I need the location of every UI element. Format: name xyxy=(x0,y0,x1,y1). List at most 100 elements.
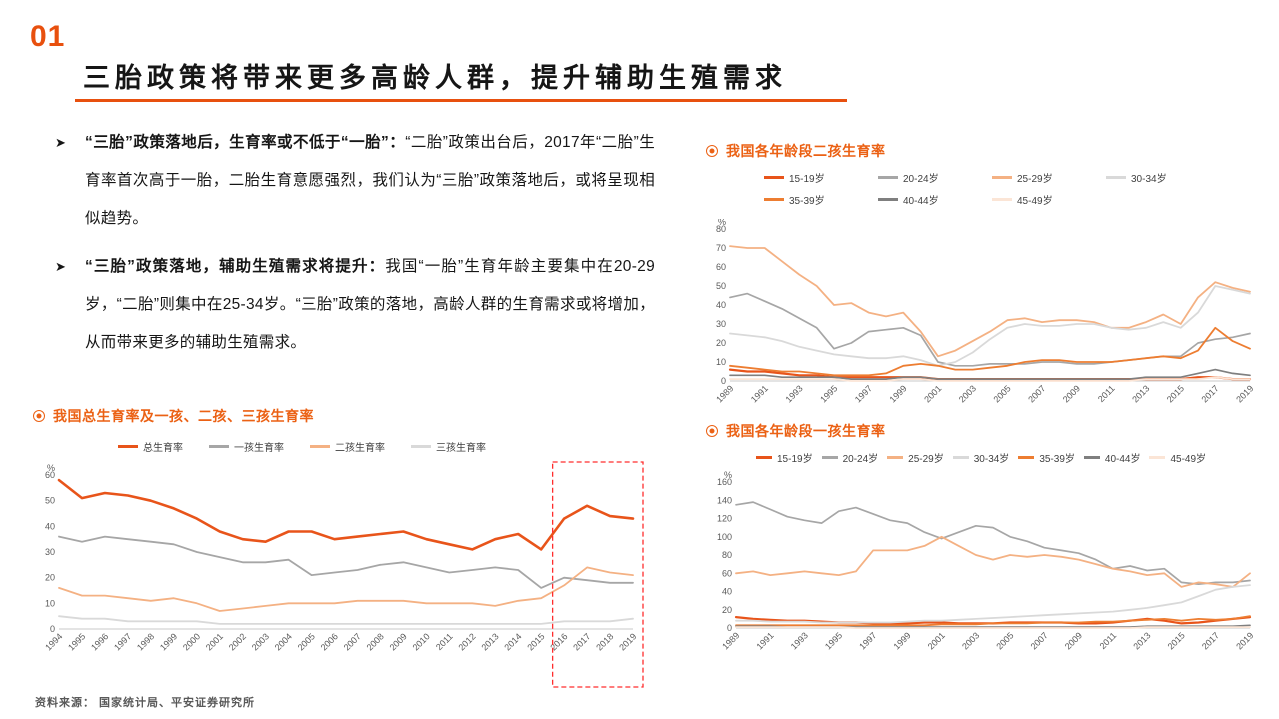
svg-text:1995: 1995 xyxy=(818,383,839,404)
svg-text:2007: 2007 xyxy=(1029,630,1050,651)
svg-text:50: 50 xyxy=(45,496,55,506)
svg-text:60: 60 xyxy=(45,470,55,480)
svg-text:0: 0 xyxy=(721,376,726,386)
legend-swatch xyxy=(411,445,431,448)
svg-text:100: 100 xyxy=(717,532,732,542)
legend-label: 一孩生育率 xyxy=(234,443,284,454)
legend-label: 30-34岁 xyxy=(1131,174,1167,185)
svg-text:2009: 2009 xyxy=(1063,630,1084,651)
svg-text:140: 140 xyxy=(717,495,732,505)
bullseye-icon xyxy=(706,145,718,157)
legend-label: 35-39岁 xyxy=(789,196,825,207)
legend-label: 35-39岁 xyxy=(1039,454,1075,465)
legend-swatch xyxy=(1149,456,1166,459)
chart-total-fertility: 我国总生育率及一孩、二孩、三孩生育率 总生育率 一孩生育率 二孩生育率 三孩生育率 0… xyxy=(33,407,647,696)
svg-text:2004: 2004 xyxy=(273,631,294,652)
svg-text:2003: 2003 xyxy=(957,383,978,404)
bullseye-icon xyxy=(33,410,45,422)
svg-text:2001: 2001 xyxy=(926,630,947,651)
line-chart: 0 10 20 30 40 50 60% 1994 1995 1996 1997 1998 1999 20… xyxy=(33,459,647,696)
svg-text:1993: 1993 xyxy=(784,383,805,404)
legend-swatch xyxy=(118,445,138,448)
svg-text:10: 10 xyxy=(716,357,726,367)
svg-text:40: 40 xyxy=(45,521,55,531)
svg-text:2009: 2009 xyxy=(388,631,409,652)
svg-text:20: 20 xyxy=(722,605,732,615)
legend-label: 45-49岁 xyxy=(1017,196,1053,207)
legend-swatch xyxy=(1106,176,1126,179)
legend-label: 30-34岁 xyxy=(973,454,1010,465)
svg-text:2007: 2007 xyxy=(1026,383,1047,404)
legend-swatch xyxy=(1018,456,1035,459)
title-underline xyxy=(75,99,847,102)
bullet-lead: “三胎”政策落地后，生育率或不低于“一胎”： xyxy=(85,134,406,151)
svg-text:60: 60 xyxy=(716,262,726,272)
bullet-lead: “三胎”政策落地，辅助生殖需求将提升： xyxy=(85,258,386,275)
svg-text:30: 30 xyxy=(45,547,55,557)
legend-swatch xyxy=(764,176,784,179)
legend-item: 45-49岁 xyxy=(1149,450,1206,465)
legend-item: 35-39岁 xyxy=(764,192,878,207)
chart-title: 我国各年龄段二孩生育率 xyxy=(706,142,1262,160)
legend-label: 20-24岁 xyxy=(903,174,939,185)
svg-text:30: 30 xyxy=(716,319,726,329)
svg-text:2017: 2017 xyxy=(1200,383,1221,404)
chart-first-child-by-age: 我国各年龄段一孩生育率 15-19岁 20-24岁 25-29岁 30-34岁 35-3… xyxy=(706,422,1262,681)
arrow-bullet-icon: ➤ xyxy=(55,135,66,150)
svg-text:2013: 2013 xyxy=(479,631,500,652)
svg-text:20: 20 xyxy=(716,338,726,348)
arrow-bullet-icon: ➤ xyxy=(55,259,66,274)
svg-text:160: 160 xyxy=(717,477,732,487)
svg-text:10: 10 xyxy=(45,598,55,608)
svg-text:1997: 1997 xyxy=(853,383,874,404)
chart-legend: 15-19岁 20-24岁 25-29岁 30-34岁 35-39岁 40-44岁 45-4… xyxy=(756,450,1262,465)
svg-text:2019: 2019 xyxy=(1234,630,1255,651)
svg-text:2015: 2015 xyxy=(1166,630,1187,651)
legend-label: 总生育率 xyxy=(143,443,183,454)
bullet-text: “三胎”政策落地后，生育率或不低于“一胎”：“二胎”政策出台后，2017年“二胎… xyxy=(85,124,655,238)
svg-text:1993: 1993 xyxy=(789,630,810,651)
svg-text:2015: 2015 xyxy=(1165,383,1186,404)
svg-text:2011: 2011 xyxy=(1098,630,1119,651)
legend-swatch xyxy=(952,456,969,459)
svg-text:1997: 1997 xyxy=(112,631,133,652)
chart-title: 我国总生育率及一孩、二孩、三孩生育率 xyxy=(33,407,647,425)
legend-swatch xyxy=(992,198,1012,201)
svg-text:2011: 2011 xyxy=(1096,383,1117,404)
svg-text:0: 0 xyxy=(727,623,732,633)
svg-text:60: 60 xyxy=(722,568,732,578)
chart-legend: 15-19岁 20-24岁 25-29岁 30-34岁 35-39岁 40-44岁 45-4… xyxy=(764,170,1242,214)
chart-second-child-by-age: 我国各年龄段二孩生育率 15-19岁 20-24岁 25-29岁 30-34岁 35-3… xyxy=(706,142,1262,424)
svg-text:1997: 1997 xyxy=(857,630,878,651)
legend-swatch xyxy=(887,456,904,459)
svg-text:2013: 2013 xyxy=(1131,630,1152,651)
legend-swatch xyxy=(821,456,838,459)
svg-text:2011: 2011 xyxy=(434,631,455,652)
svg-text:2003: 2003 xyxy=(960,630,981,651)
svg-text:1995: 1995 xyxy=(823,630,844,651)
page-title: 三胎政策将带来更多高龄人群，提升辅助生殖需求 xyxy=(83,63,787,93)
svg-text:2005: 2005 xyxy=(994,630,1015,651)
svg-text:2018: 2018 xyxy=(594,631,615,652)
legend-item: 15-19岁 xyxy=(764,170,878,185)
svg-text:%: % xyxy=(724,470,732,480)
svg-text:2015: 2015 xyxy=(525,631,546,652)
legend-item: 三孩生育率 xyxy=(411,439,486,454)
svg-text:0: 0 xyxy=(50,624,55,634)
legend-item: 20-24岁 xyxy=(821,450,878,465)
svg-text:%: % xyxy=(47,463,55,473)
legend-swatch xyxy=(992,176,1012,179)
legend-label: 二孩生育率 xyxy=(335,443,385,454)
svg-text:1989: 1989 xyxy=(720,630,741,651)
chart-canvas: 0 10 20 30 40 50 60 70 80% 1989 1991 1993 1995 1997 19… xyxy=(714,217,1255,405)
bullseye-icon xyxy=(706,425,718,437)
bullet-body: “二胎”政策出台后，2017年“二胎”生育率首次高于一胎，二胎生育意愿强烈，我们… xyxy=(85,134,655,227)
legend-swatch xyxy=(878,198,898,201)
line-chart: 0 10 20 30 40 50 60 70 80% 1989 1991 1993 1995 1997 19… xyxy=(706,217,1262,424)
bullet-body: 我国“一胎”生育年龄主要集中在20-29岁，“二胎”则集中在25-34岁。“三胎… xyxy=(85,258,656,351)
svg-text:50: 50 xyxy=(716,281,726,291)
chart-title-label: 我国各年龄段一孩生育率 xyxy=(726,423,886,439)
svg-text:1999: 1999 xyxy=(892,630,913,651)
